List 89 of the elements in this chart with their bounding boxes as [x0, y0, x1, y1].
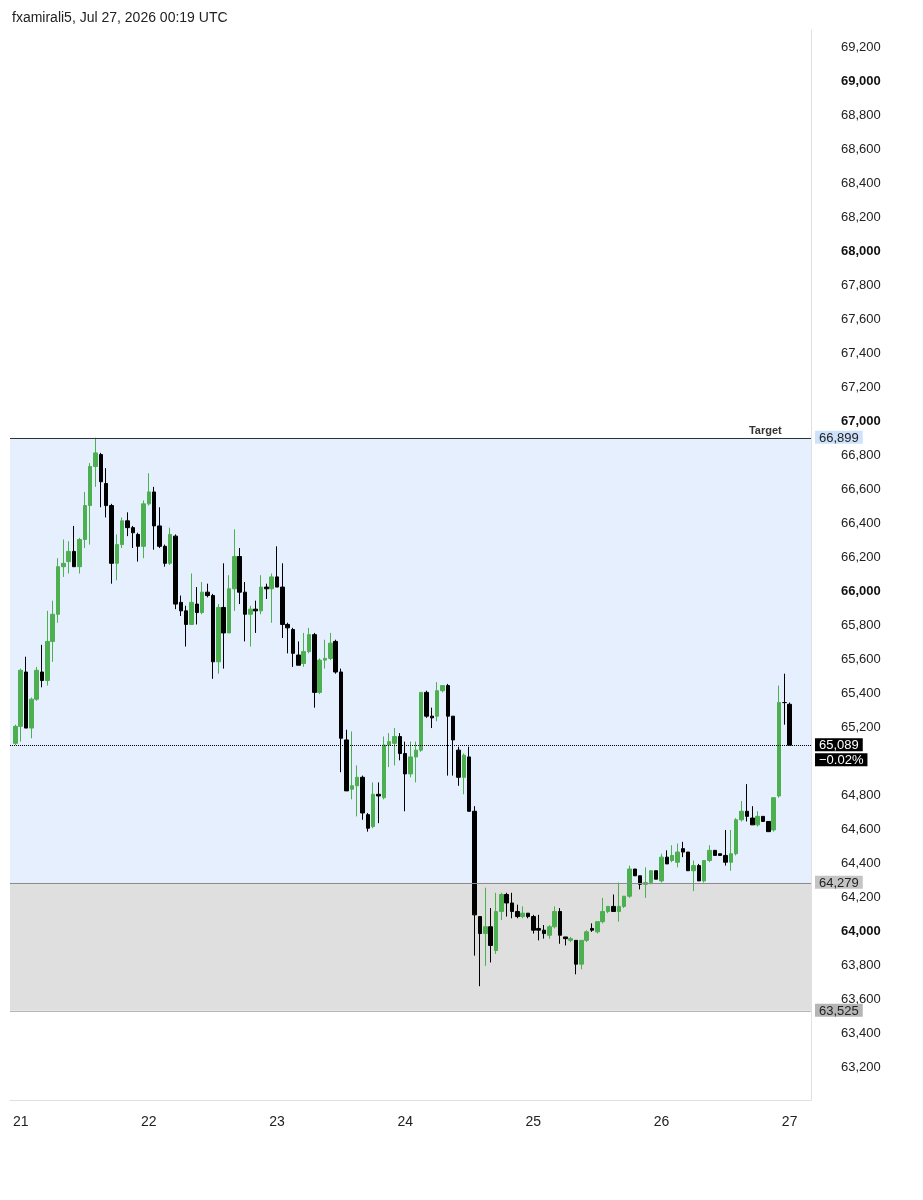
x-tick-label: 22	[141, 1113, 157, 1129]
candlestick	[24, 656, 28, 729]
y-tick-label: 63,800	[841, 956, 881, 972]
y-tick-label: 64,000	[841, 922, 881, 938]
candlestick	[691, 860, 696, 892]
y-tick-label: 63,400	[841, 1024, 881, 1040]
candlestick	[611, 893, 616, 912]
y-tick-label: 69,200	[841, 39, 881, 55]
ref-line-label: 66,899	[819, 429, 859, 445]
candlestick	[360, 775, 365, 821]
candlestick	[221, 562, 226, 670]
annotation: Target	[748, 424, 783, 437]
candlestick	[558, 907, 562, 945]
y-tick-label: 68,600	[841, 141, 881, 157]
candlestick	[264, 583, 269, 600]
candlestick	[248, 605, 253, 648]
x-tick-label: 24	[397, 1113, 414, 1129]
candlestick	[99, 452, 103, 508]
candlestick	[168, 527, 172, 566]
y-tick-label: 68,000	[841, 243, 881, 259]
x-tick-label: 21	[12, 1113, 29, 1129]
text: fxamirali5, Jul 27, 2026 00:19 UTC	[12, 9, 228, 25]
candlestick	[216, 603, 221, 675]
candlestick	[488, 907, 493, 963]
y-tick-label: 66,800	[841, 447, 881, 463]
candlestick	[782, 673, 787, 726]
candlestick	[189, 572, 194, 625]
candlestick	[72, 525, 76, 568]
x-tick-label: 26	[653, 1113, 670, 1129]
ref-line-label: 65,089	[819, 737, 859, 753]
candlestick	[568, 936, 573, 943]
candlestick	[750, 805, 755, 826]
candlestick	[574, 939, 578, 975]
candlestick	[520, 905, 525, 919]
y-tick-label: 65,400	[841, 684, 881, 700]
candlestick	[462, 753, 466, 795]
annotation: −0.02%	[819, 752, 864, 768]
candlestick	[483, 887, 488, 967]
y-tick-label: 67,200	[841, 379, 881, 395]
y-tick-label: 65,200	[841, 718, 881, 734]
y-tick-label: 67,800	[841, 277, 881, 293]
y-tick-label: 66,600	[841, 481, 881, 497]
y-tick-label: 66,400	[841, 515, 881, 531]
candlestick	[665, 849, 669, 865]
candlestick	[777, 685, 781, 799]
candlestick	[269, 572, 274, 624]
candlestick	[296, 640, 301, 666]
candlestick	[366, 812, 370, 833]
y-tick-label: 65,600	[841, 650, 881, 666]
candlestick	[590, 922, 594, 933]
ref-line-label: 64,279	[819, 874, 859, 890]
y-tick-label: 68,400	[841, 175, 881, 191]
y-tick-label: 66,200	[841, 549, 881, 565]
candlestick	[697, 863, 701, 882]
candlestick	[563, 936, 568, 946]
candlestick	[659, 853, 664, 884]
y-tick-label: 64,200	[841, 888, 881, 904]
candlestick	[755, 810, 760, 828]
candlestick	[40, 644, 44, 688]
y-tick-label: 64,400	[841, 854, 881, 870]
candlestick	[291, 627, 295, 668]
candlestick	[136, 532, 140, 563]
x-tick-label: 27	[781, 1113, 798, 1129]
y-tick-label: 69,000	[841, 73, 881, 89]
candlestick	[259, 574, 263, 615]
y-tick-label: 67,400	[841, 345, 881, 361]
y-tick-label: 64,600	[841, 820, 881, 836]
y-tick-label: 66,000	[841, 582, 881, 598]
candlestick	[253, 600, 258, 634]
candlestick	[771, 797, 776, 833]
candlestick	[312, 632, 317, 709]
candlestick	[478, 916, 482, 987]
y-tick-label: 67,600	[841, 311, 881, 327]
y-tick-label: 68,800	[841, 107, 881, 123]
x-tick-label: 25	[525, 1113, 542, 1129]
y-tick-label: 65,800	[841, 616, 881, 632]
candlestick	[654, 870, 658, 880]
candlestick	[745, 783, 749, 822]
y-tick-label: 63,200	[841, 1058, 881, 1074]
y-tick-label: 63,600	[841, 990, 881, 1006]
y-tick-label: 68,200	[841, 209, 881, 225]
candlestick	[371, 781, 375, 829]
x-tick-label: 23	[269, 1113, 285, 1129]
y-tick-label: 67,000	[841, 413, 881, 429]
candlestick	[376, 781, 381, 824]
candlestick	[66, 540, 71, 574]
candlestick	[200, 581, 204, 615]
y-tick-label: 64,800	[841, 786, 881, 802]
candlestick	[195, 586, 199, 625]
